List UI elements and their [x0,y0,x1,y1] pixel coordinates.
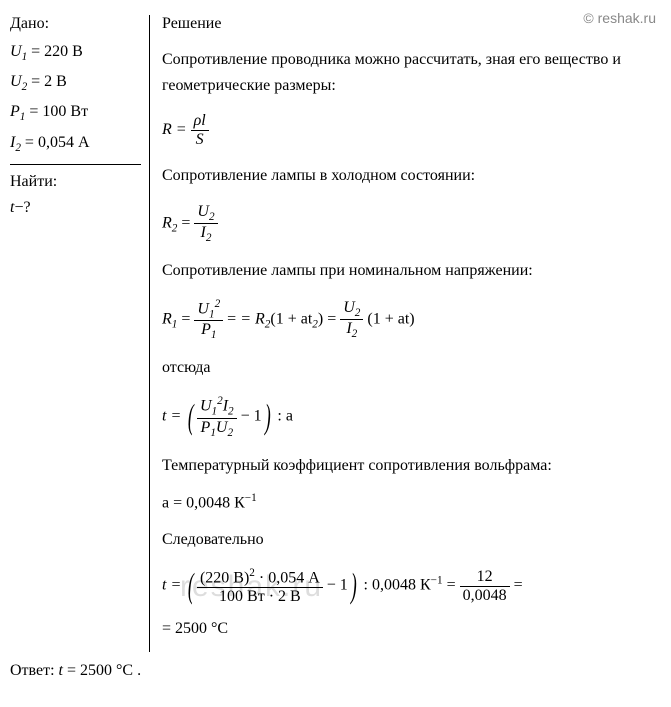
find-line: t−? [10,199,141,217]
lparen-icon: ( [188,397,194,437]
answer-val: = 2500 °С . [63,662,141,679]
given-u1: U1 = 220 В [10,43,141,63]
val: = 2 В [27,73,67,90]
main-container: Дано: U1 = 220 В U2 = 2 В P1 = 100 Вт I2… [0,0,671,657]
given-header: Дано: [10,15,141,33]
final: = [510,577,523,594]
solution-text-1: Сопротивление проводника можно рассчитат… [162,47,661,98]
val: = 0,054 А [21,134,90,151]
r1: R [162,310,172,327]
a: a = 0,0048 К [162,495,245,512]
sub: 2 [227,427,233,439]
paren-end: ) = [318,310,340,327]
val: −? [14,199,30,216]
u: U [197,300,209,317]
rest: · 0,054 А [255,569,320,586]
frac-top: ρl [191,112,209,131]
mid: = R [240,310,265,327]
paren: (1 + at [270,310,312,327]
formula-5: a = 0,0048 К−1 [162,492,661,512]
u: U [216,419,228,436]
val: = 100 Вт [25,103,88,120]
solution-text-3: Сопротивление лампы при номинальном напр… [162,258,661,284]
u: U [343,299,355,316]
eq: = [177,310,194,327]
u: U [197,203,209,220]
given-i2: I2 = 0,054 А [10,134,141,154]
answer-label: Ответ: [10,662,59,679]
formula-3: R1 = U12P1 = = R2(1 + at2) = U2I2 (1 + a… [162,298,661,342]
sub: 2 [209,211,215,223]
solution-text-5: Температурный коэффициент сопротивления … [162,453,661,479]
solution-column: Решение Сопротивление проводника можно р… [150,15,661,652]
solution-text-4: отсюда [162,355,661,381]
var: P [10,103,20,120]
sub: 1 [211,329,217,341]
sub: 2 [352,328,358,340]
result: = 2500 °С [162,620,228,637]
var: U [10,73,22,90]
watermark-text: © reshak.ru [583,10,656,26]
sub: 1 [212,406,218,418]
given-column: Дано: U1 = 220 В U2 = 2 В P1 = 100 Вт I2… [10,15,150,652]
given-p1: P1 = 100 Вт [10,103,141,123]
u: U [200,397,212,414]
formula-7: = 2500 °С [162,620,661,638]
sup: 2 [215,298,221,310]
eq: = [177,214,194,231]
rparen-icon: ) [265,397,271,437]
formula-1: R = ρlS [162,112,661,149]
res-top: 12 [460,568,510,587]
sup: −1 [245,492,257,504]
rparen-icon: ) [351,566,357,606]
solution-text-2: Сопротивление лампы в холодном состоянии… [162,163,661,189]
solution-text-6: Следовательно [162,527,661,553]
given-u2: U2 = 2 В [10,73,141,93]
divider-line [10,164,141,165]
r: R [162,214,172,231]
minus: − 1 [323,577,348,594]
formula-4: t = (U12I2P1U2 − 1) : a [162,395,661,439]
frac-bot: S [191,131,209,149]
sup: −1 [431,575,443,587]
end: : a [273,408,293,425]
div: : 0,0048 К [360,577,431,594]
var: U [10,43,22,60]
sub: 2 [206,232,212,244]
top: (220 В) [200,569,249,586]
formula-2: R2 = U2I2 [162,203,661,244]
bot: 100 Вт · 2 В [197,588,323,606]
t: t = [162,577,185,594]
sub: 2 [228,406,234,418]
formula-6: t = ((220 В)2 · 0,054 А100 Вт · 2 В − 1)… [162,566,661,606]
p: P [201,419,211,436]
sub: 2 [355,307,361,319]
eq: = [443,577,460,594]
sub: 1 [209,308,215,320]
p: P [201,321,211,338]
lhs: R = [162,121,191,138]
end: (1 + at) [363,310,414,327]
minus: − 1 [237,408,262,425]
t: t = [162,408,185,425]
find-header: Найти: [10,173,141,191]
res-bot: 0,0048 [460,587,510,605]
lparen-icon: ( [188,566,194,606]
val: = 220 В [27,43,83,60]
answer-line: Ответ: t = 2500 °С . [0,657,671,685]
